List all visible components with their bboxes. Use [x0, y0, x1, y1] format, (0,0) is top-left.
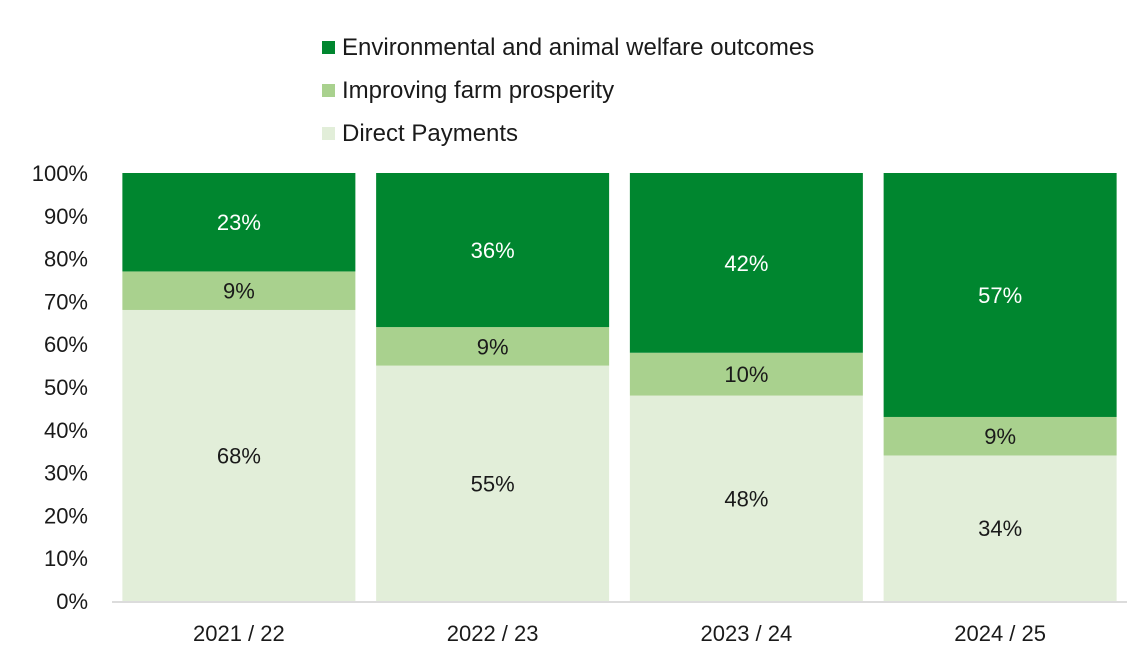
- y-axis: 0% 10% 20% 30% 40% 50% 60% 70% 80% 90% 100%: [32, 161, 88, 614]
- legend-swatch-direct-payments: [322, 127, 335, 140]
- y-tick-label: 30%: [44, 461, 88, 486]
- y-tick-label: 100%: [32, 161, 88, 186]
- x-tick-label: 2021 / 22: [193, 621, 285, 646]
- bar-segment: [629, 352, 863, 396]
- bar-segment: [883, 173, 1117, 417]
- data-label: 55%: [471, 471, 515, 496]
- bar-segment: [122, 271, 356, 310]
- data-label: 9%: [984, 424, 1016, 449]
- y-tick-label: 10%: [44, 546, 88, 571]
- data-label: 23%: [217, 210, 261, 235]
- y-tick-label: 50%: [44, 375, 88, 400]
- y-tick-label: 0%: [56, 589, 88, 614]
- y-tick-label: 40%: [44, 418, 88, 443]
- chart-legend: Environmental and animal welfare outcome…: [322, 26, 814, 155]
- data-label: 9%: [477, 334, 509, 359]
- legend-label-direct-payments: Direct Payments: [342, 119, 519, 147]
- legend-label-farm-prosperity: Improving farm prosperity: [342, 76, 615, 104]
- data-label: 42%: [724, 251, 768, 276]
- x-axis: 2021 / 22 2022 / 23 2023 / 24 2024 / 25: [193, 621, 1046, 646]
- x-tick-label: 2022 / 23: [447, 621, 539, 646]
- x-tick-label: 2024 / 25: [954, 621, 1046, 646]
- legend-swatch-environmental: [322, 41, 335, 54]
- bar-segment: [376, 173, 610, 328]
- y-tick-label: 80%: [44, 247, 88, 272]
- bar-segment: [883, 455, 1117, 601]
- legend-item-farm-prosperity: Improving farm prosperity: [322, 69, 814, 112]
- y-tick-label: 90%: [44, 204, 88, 229]
- legend-swatch-farm-prosperity: [322, 84, 335, 97]
- legend-item-direct-payments: Direct Payments: [322, 112, 814, 155]
- bar-segment: [122, 309, 356, 601]
- data-label: 10%: [724, 362, 768, 387]
- data-label: 57%: [978, 283, 1022, 308]
- bars-group: [122, 173, 1117, 601]
- bar-segment: [122, 173, 356, 272]
- bar-segment: [883, 416, 1117, 456]
- y-tick-label: 70%: [44, 289, 88, 314]
- y-tick-label: 20%: [44, 503, 88, 528]
- bar-segment: [376, 365, 610, 601]
- bar-segment: [629, 395, 863, 601]
- bar-segment: [629, 173, 863, 353]
- legend-label-environmental: Environmental and animal welfare outcome…: [342, 33, 815, 61]
- data-label: 36%: [471, 238, 515, 263]
- bar-segment: [376, 327, 610, 366]
- legend-item-environmental: Environmental and animal welfare outcome…: [322, 26, 814, 69]
- y-tick-label: 60%: [44, 332, 88, 357]
- data-labels-group: 68% 9% 23% 55% 9% 36% 48% 10% 42% 34% 9% 57%: [217, 210, 1022, 541]
- data-label: 34%: [978, 516, 1022, 541]
- data-label: 48%: [724, 486, 768, 511]
- data-label: 9%: [223, 279, 255, 304]
- x-tick-label: 2023 / 24: [701, 621, 793, 646]
- data-label: 68%: [217, 443, 261, 468]
